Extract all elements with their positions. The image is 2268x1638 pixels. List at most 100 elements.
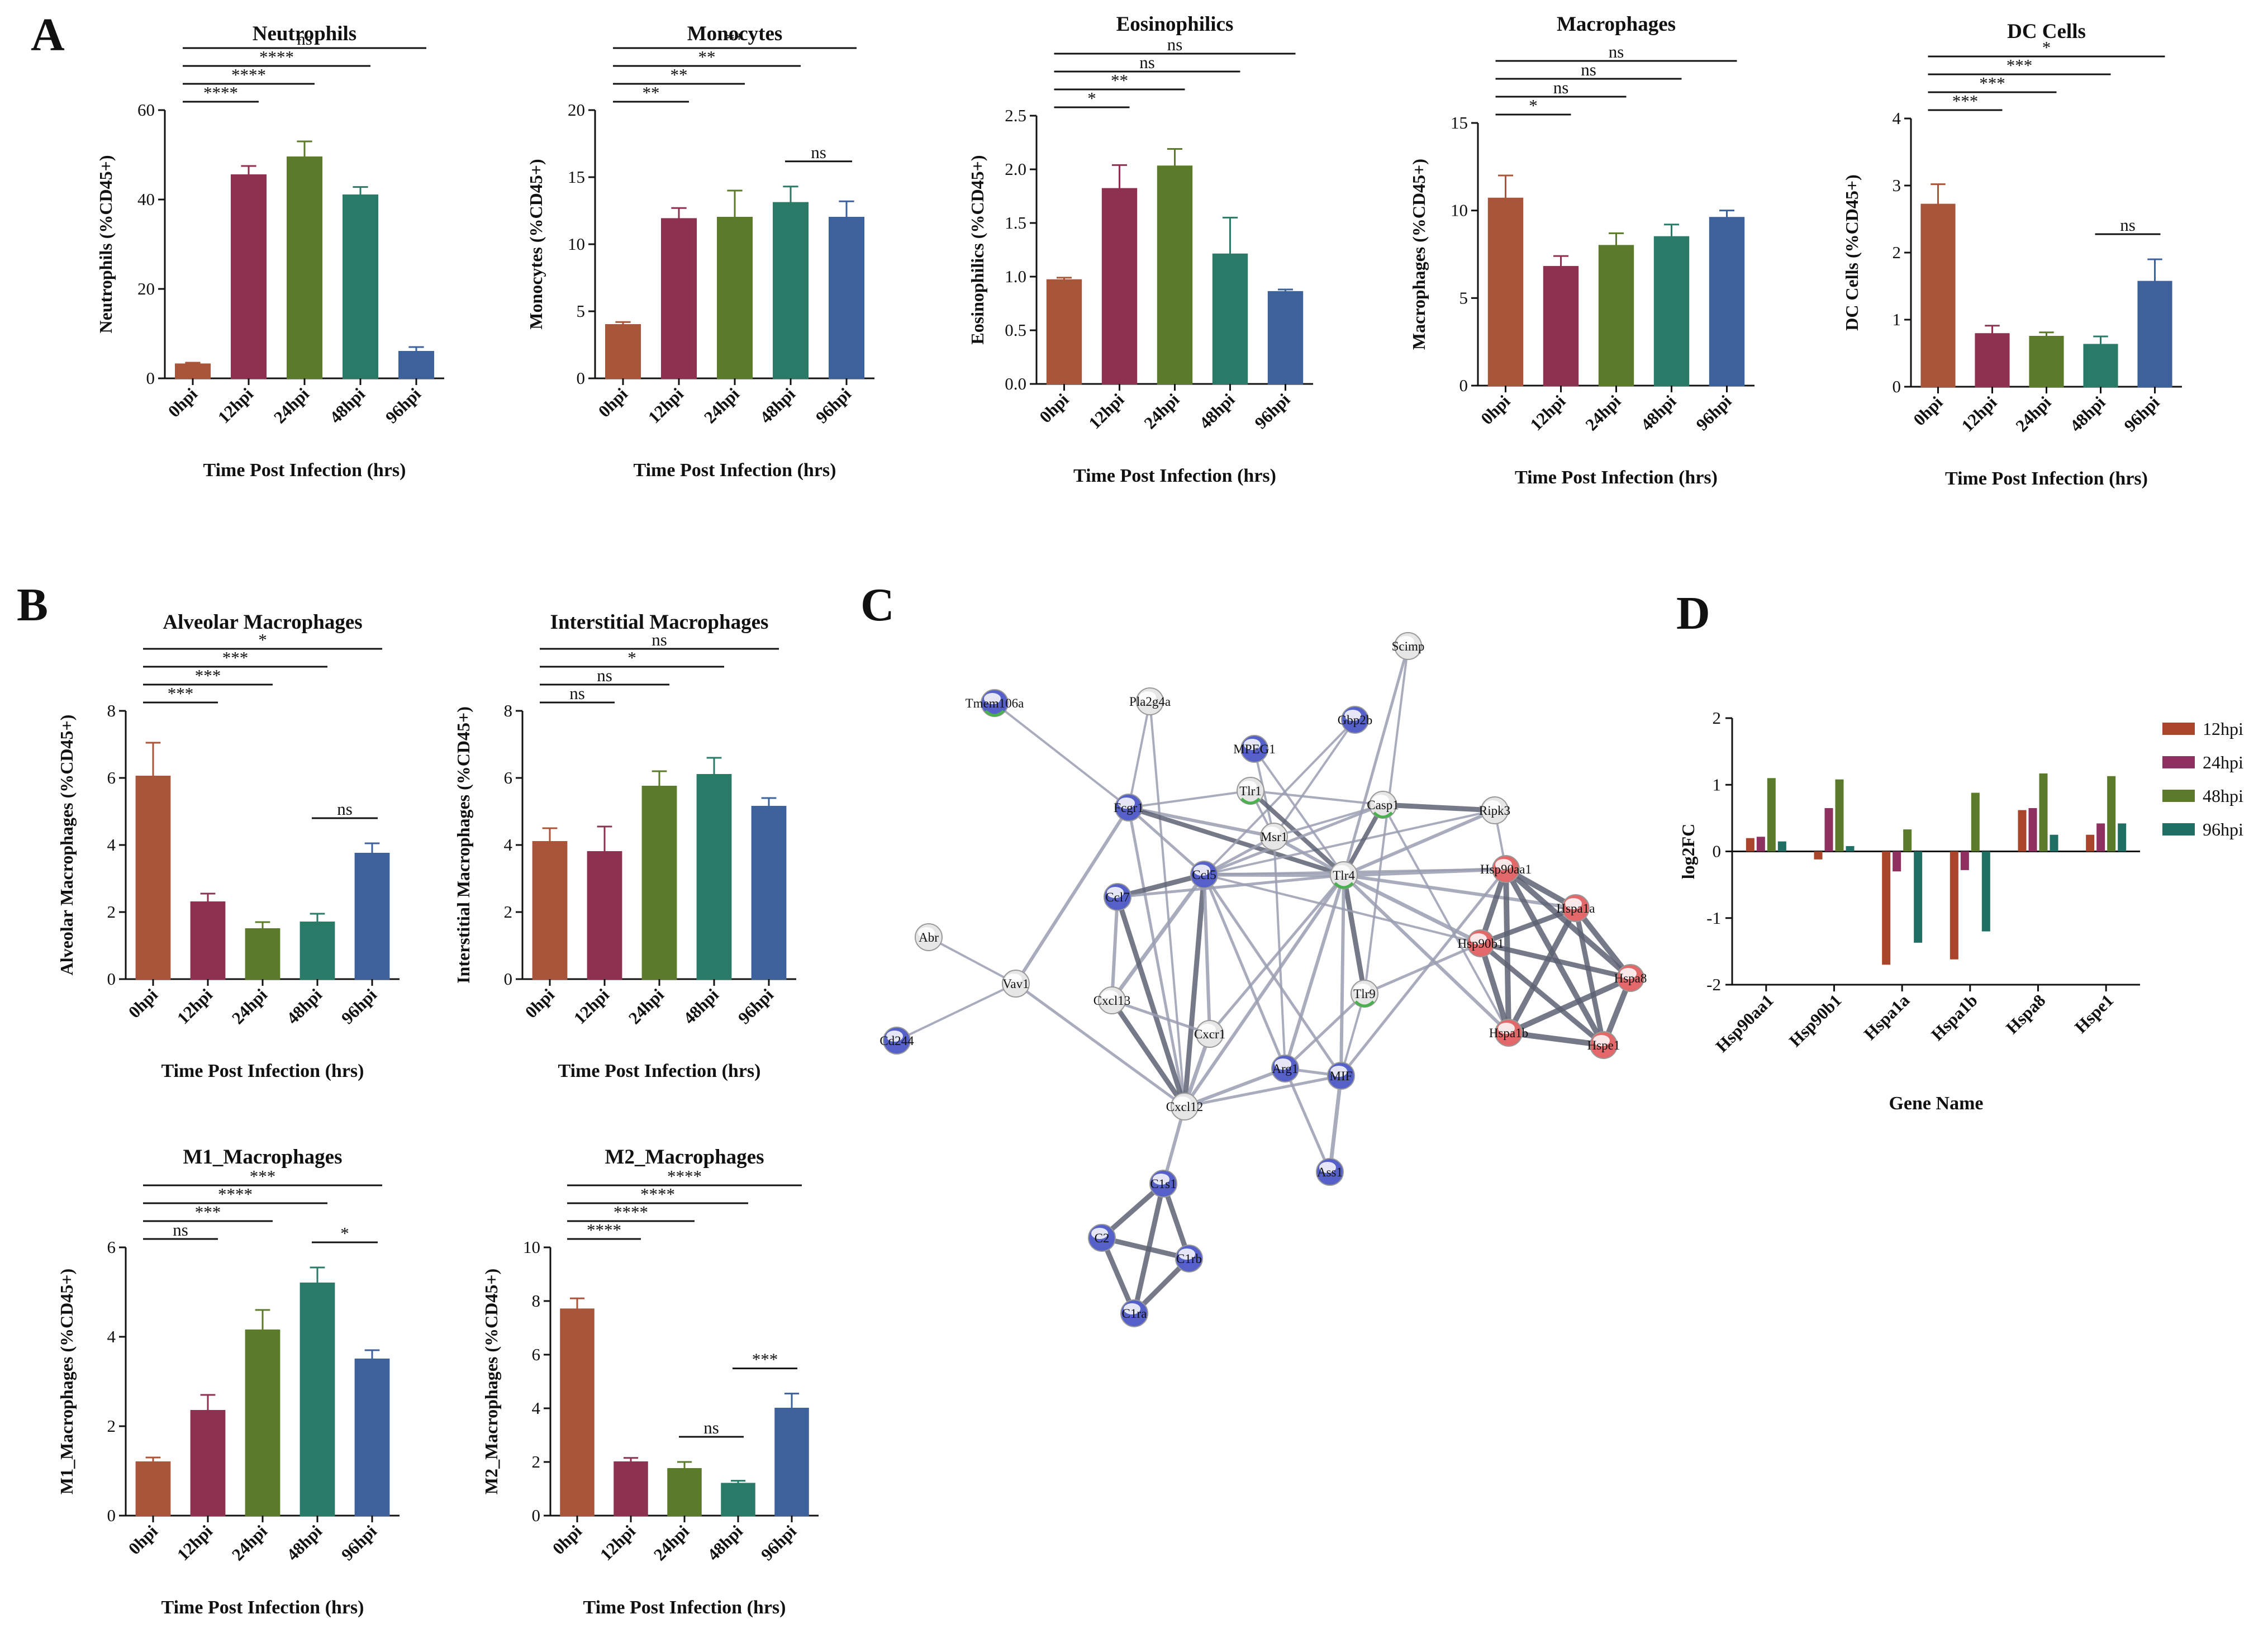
y-tick-label: 2 [107,902,116,922]
bar-24hpi [287,156,322,379]
node-highlight [1240,781,1257,792]
node-MPEG1: MPEG1 [1233,735,1276,763]
node-highlight [1194,865,1210,876]
bar-96hpi [1267,291,1304,384]
edge-Fcgr1-Cxcl12 [1127,806,1186,1108]
y-tick-label: 0 [504,969,513,989]
x-tick-label: 0hpi [1035,390,1072,426]
x-axis-title: Time Post Infection (hrs) [583,1597,786,1618]
bar-48hpi [773,202,809,379]
significance-label: ns [1581,60,1596,79]
node-Cxcl12: Cxcl12 [1166,1093,1203,1121]
significance-label: *** [222,648,249,667]
node-Hspe1: Hspe1 [1587,1031,1620,1059]
edge-Vav1-Cxcl12 [1014,982,1186,1108]
node-Hsp90b1: Hsp90b1 [1457,929,1504,957]
y-tick-label: 10 [1451,201,1468,220]
bar-Hspa1a-48hpi [1903,829,1912,852]
x-axis-title: Time Post Infection (hrs) [634,460,836,481]
edge-Tmem106a-Fcgr1 [993,702,1130,809]
bar-48hpi [299,922,335,980]
y-tick-label: 0 [1713,842,1722,861]
x-tick-label: Hspa1b [1927,990,1981,1044]
node-highlight [1005,974,1022,985]
bar-Hsp90b1-48hpi [1835,779,1844,852]
y-tick-label: 4 [107,835,116,854]
node-highlight [1118,797,1135,809]
node-green-marker [1373,811,1393,819]
node-Tmem106a: Tmem106a [966,689,1024,717]
node-Fcgr1: Fcgr1 [1114,794,1144,822]
significance-label: ns [703,1418,719,1437]
bar-48hpi [696,774,732,980]
node-label: MPEG1 [1233,742,1275,756]
significance-label: *** [752,1350,778,1369]
significance-label: ns [652,630,667,649]
bar-Hspa1a-12hpi [1882,851,1891,965]
node-highlight [1178,1248,1195,1260]
x-tick-label: 48hpi [283,1521,326,1564]
y-tick-label: 2.5 [1005,106,1026,125]
bar-Hspa1b-24hpi [1960,851,1969,870]
node-highlight [1565,898,1582,909]
significance-label: * [627,648,636,667]
chart-title: Macrophages [1557,13,1676,36]
significance-label: *** [250,1166,276,1186]
bar-12hpi [190,901,226,980]
node-Pla2g4a: Pla2g4a [1129,687,1171,715]
edge-Tlr9-Arg1 [1283,992,1366,1070]
node-Gbp2b: Gbp2b [1338,706,1372,734]
node-label: Ccl7 [1105,890,1129,904]
bar-24hpi [717,217,753,379]
y-tick-label: 0 [146,368,155,388]
node-Tlr1: Tlr1 [1237,777,1264,805]
edge-Pla2g4a-Fcgr1 [1128,700,1151,809]
bar-0hpi [532,841,568,980]
y-tick-label: 1 [1713,775,1722,794]
x-tick-label: 12hpi [173,985,216,1028]
bar-48hpi [343,194,378,379]
significance-label: * [2042,37,2051,57]
y-axis-title: Neutrophils (%CD45+) [96,155,116,334]
node-highlight [1333,865,1350,876]
x-tick-label: 48hpi [326,384,369,427]
bar-0hpi [1920,203,1956,387]
x-tick-label: 12hpi [644,384,687,427]
edge-Ripk3-Casp1 [1380,802,1497,813]
x-tick-label: 48hpi [1637,391,1680,434]
bar-24hpi [245,1330,280,1516]
edge-Scimp-Tlr9 [1363,645,1409,995]
y-tick-label: 6 [504,768,513,787]
x-tick-label: 0hpi [521,985,558,1022]
edge-Hspa1a-Hspa8 [1573,905,1633,981]
edge-Cxcr1-Tlr4 [1208,873,1345,1036]
edge-Cxcl13-Cxcr1 [1110,999,1211,1036]
significance-label: ** [1111,70,1128,90]
bar-Hspa1a-96hpi [1914,851,1923,943]
edge-Hsp90aa1-Hspe1 [1503,866,1606,1048]
node-green-marker [1354,1000,1375,1008]
bar-0hpi [605,324,641,379]
bar-12hpi [1543,265,1579,386]
x-tick-label: 96hpi [382,384,425,427]
x-tick-label: 48hpi [2066,392,2109,435]
significance-label: ns [1167,35,1183,54]
edge-Ccl5-Cxcl13 [1110,872,1206,1003]
node-highlight [984,693,1001,704]
node-label: Abr [919,930,939,944]
node-green-marker [985,710,1005,717]
bar-48hpi [1212,253,1248,384]
node-Cxcl13: Cxcl13 [1093,986,1130,1014]
edge-Hspa1a-Hsp90b1 [1478,905,1578,946]
edge-Hsp90b1-Hspa1b [1478,941,1511,1036]
node-label: Ass1 [1317,1165,1343,1179]
panel-label-c: C [860,579,895,631]
bar-48hpi [721,1483,755,1516]
legend-label: 24hpi [2203,752,2243,772]
node-label: Ripk3 [1479,804,1510,818]
x-tick-label: 24hpi [700,384,743,427]
edge-Arg1-Ass1 [1283,1067,1332,1174]
node-Msr1: Msr1 [1260,823,1288,851]
x-tick-label: 12hpi [1526,391,1569,434]
